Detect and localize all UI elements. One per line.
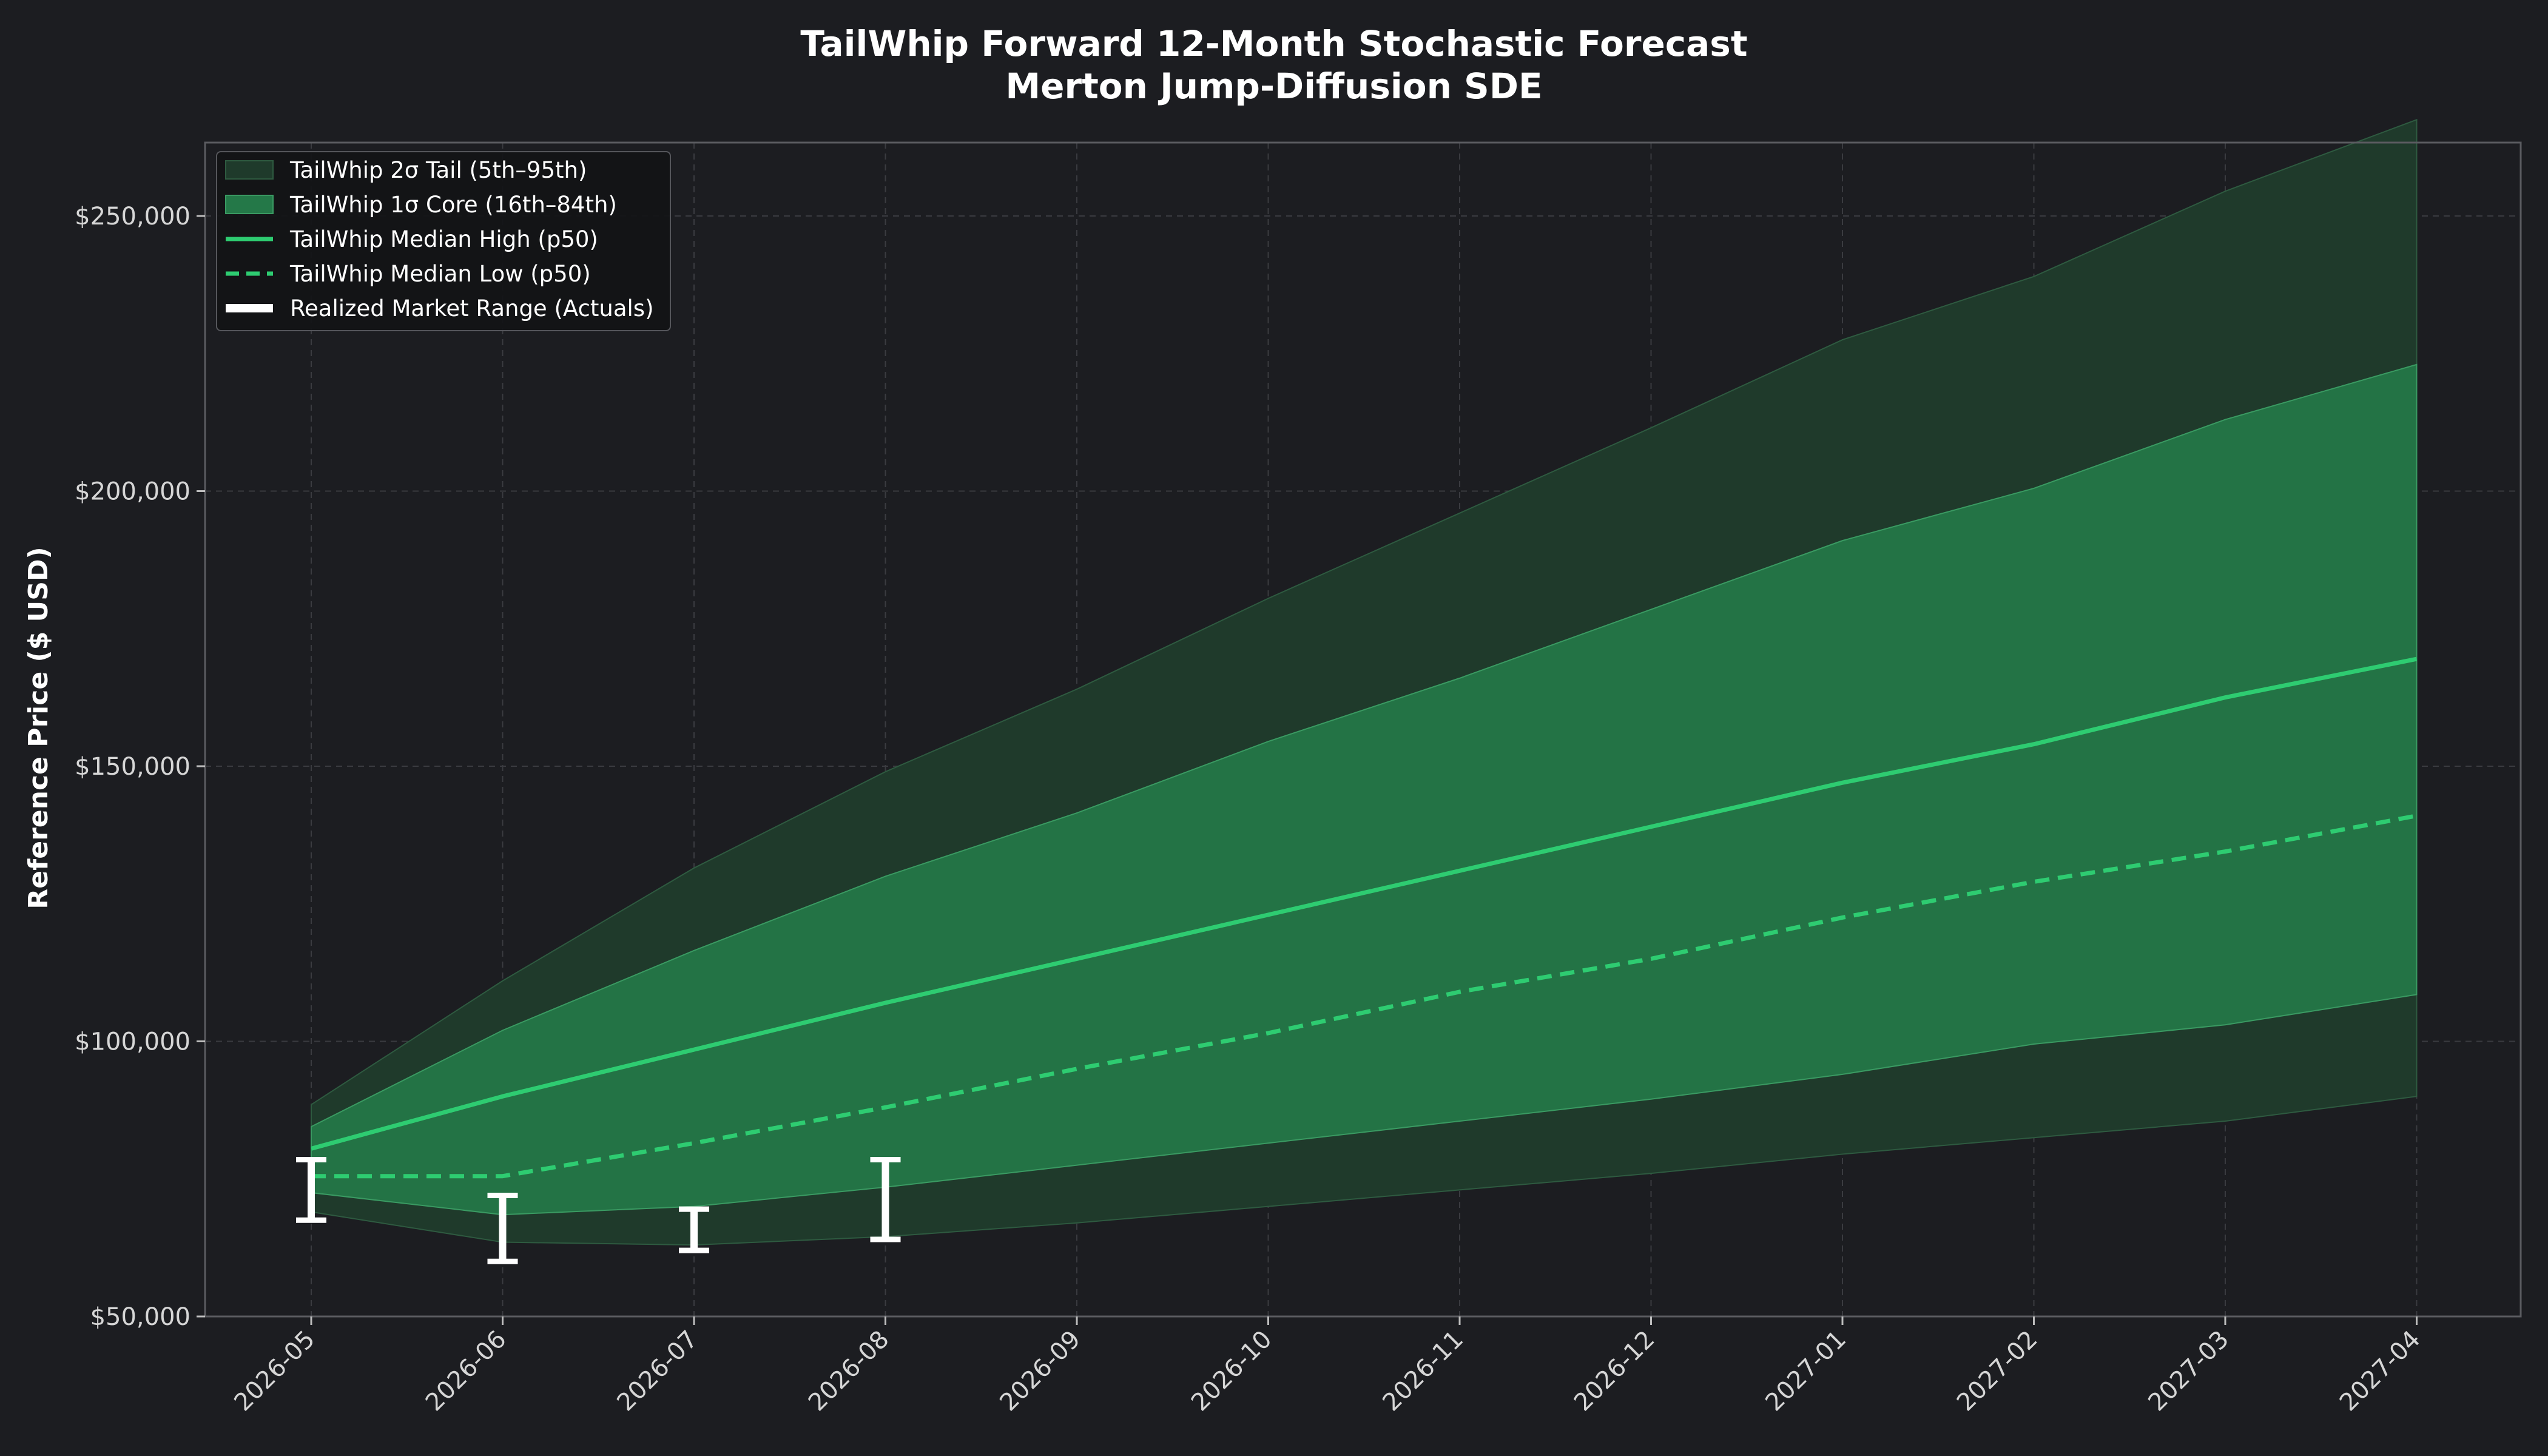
actual-range-marker [487, 1192, 518, 1264]
y-tick-label: $150,000 [75, 753, 190, 781]
legend: TailWhip 2σ Tail (5th–95th) TailWhip 1σ … [216, 151, 671, 331]
legend-box [216, 151, 671, 331]
chart-subtitle: Merton Jump-Diffusion SDE [1005, 66, 1542, 107]
legend-swatch-2sigma-tail [225, 160, 274, 180]
y-axis-label: Reference Price ($ USD) [23, 547, 54, 909]
median-high-line [311, 656, 2418, 1151]
actual-range-marker [679, 1206, 709, 1253]
y-tick-label: $50,000 [90, 1303, 190, 1331]
actuals-layer [296, 1157, 901, 1264]
band-layer [311, 118, 2418, 1246]
legend-label-median-high: TailWhip Median High (p50) [289, 226, 598, 252]
legend-label-actuals: Realized Market Range (Actuals) [290, 295, 654, 322]
legend-label-2sigma-tail: TailWhip 2σ Tail (5th–95th) [289, 157, 587, 183]
y-tick-label: $200,000 [75, 478, 190, 506]
legend-swatch-1sigma-core [225, 195, 274, 214]
legend-label-median-low: TailWhip Median Low (p50) [289, 261, 591, 287]
plot-frame [204, 141, 2522, 1318]
median-low-line [311, 814, 2418, 1179]
y-axis: $50,000 $100,000 $150,000 $200,000 $250,000 [75, 203, 205, 1331]
y-tick-label: $100,000 [75, 1028, 190, 1056]
y-tick-label: $250,000 [75, 203, 190, 231]
line-layer [311, 656, 2418, 1179]
legend-label-1sigma-core: TailWhip 1σ Core (16th–84th) [289, 192, 617, 218]
chart-title: TailWhip Forward 12-Month Stochastic For… [800, 23, 1747, 64]
actual-range-marker [870, 1157, 901, 1242]
actual-range-marker [296, 1157, 326, 1223]
